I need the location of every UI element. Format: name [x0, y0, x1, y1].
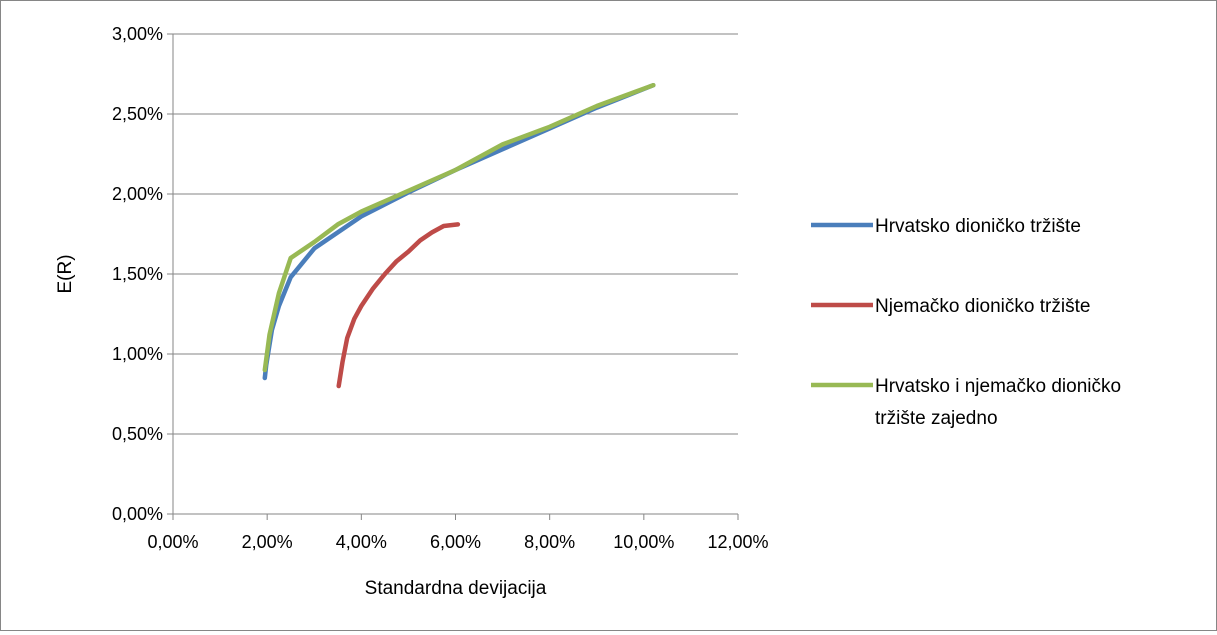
series-lines — [262, 82, 656, 389]
series-line-3 — [262, 82, 656, 373]
x-tick-label: 8,00% — [524, 532, 575, 552]
x-tick-label: 10,00% — [613, 532, 674, 552]
legend-entry-3: Hrvatsko i njemačko dioničko tržište zaje… — [811, 376, 1121, 429]
gridlines — [173, 33, 738, 435]
y-tick-label: 2,00% — [112, 184, 163, 204]
legend-label: Hrvatsko i njemačko dioničko tržište zaje… — [875, 376, 1121, 429]
legend-label-line: Hrvatsko dioničko tržište — [875, 216, 1081, 237]
series-line-1 — [262, 82, 656, 381]
legend-label: Hrvatsko dioničko tržište — [875, 216, 1081, 237]
x-tick-label: 6,00% — [430, 532, 481, 552]
y-tick-label: 0,00% — [112, 504, 163, 524]
x-tick-label: 0,00% — [147, 532, 198, 552]
legend-entry-1: Hrvatsko dioničko tržište — [811, 216, 1081, 237]
x-tick-label: 2,00% — [242, 532, 293, 552]
legend-label-line: Njemačko dioničko tržište — [875, 296, 1090, 317]
tick-labels: 0,00% 0,50% 1,00% 1,50% 2,00% 2,50% 3,00% 0,00%… — [112, 24, 769, 552]
legend-label: Njemačko dioničko tržište — [875, 296, 1090, 317]
y-tick-label: 3,00% — [112, 24, 163, 44]
y-tick-label: 0,50% — [112, 424, 163, 444]
legend-entry-2: Njemačko dioničko tržište — [811, 296, 1090, 317]
legend: Hrvatsko dioničko tržište Njemačko dionič… — [811, 216, 1121, 429]
x-axis-title: Standardna devijacija — [365, 578, 547, 599]
axes — [167, 33, 739, 520]
legend-label-line: Hrvatsko i njemačko dioničko — [875, 376, 1121, 397]
y-axis-title: E(R) — [55, 254, 76, 293]
y-tick-label: 1,00% — [112, 344, 163, 364]
x-tick-label: 12,00% — [707, 532, 768, 552]
y-tick-label: 2,50% — [112, 104, 163, 124]
legend-label-line: tržište zajedno — [875, 408, 998, 429]
y-tick-label: 1,50% — [112, 264, 163, 284]
x-tick-label: 4,00% — [336, 532, 387, 552]
series-line-2 — [336, 222, 461, 389]
